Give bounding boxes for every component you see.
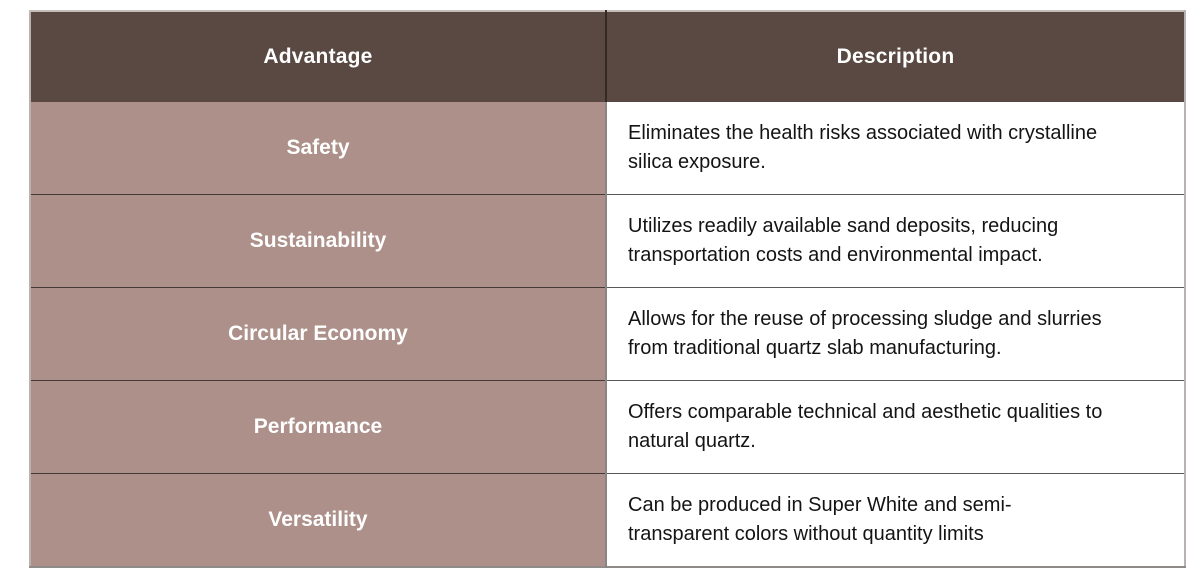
advantage-cell: Versatility bbox=[30, 473, 607, 567]
advantage-cell: Sustainability bbox=[30, 194, 607, 288]
description-cell: Allows for the reuse of processing sludg… bbox=[606, 287, 1185, 381]
table-row: Safety Eliminates the health risks assoc… bbox=[30, 102, 1185, 195]
advantages-table: Advantage Description Safety Eliminates … bbox=[29, 10, 1186, 568]
table-row: Performance Offers comparable technical … bbox=[30, 380, 1185, 474]
table-row: Sustainability Utilizes readily availabl… bbox=[30, 194, 1185, 288]
advantage-cell: Performance bbox=[30, 380, 607, 474]
column-header-description: Description bbox=[606, 11, 1185, 102]
advantage-cell: Circular Economy bbox=[30, 287, 607, 381]
table-row: Circular Economy Allows for the reuse of… bbox=[30, 287, 1185, 381]
table-row: Versatility Can be produced in Super Whi… bbox=[30, 473, 1185, 567]
header-row: Advantage Description bbox=[30, 11, 1185, 102]
description-cell: Offers comparable technical and aestheti… bbox=[606, 380, 1185, 474]
column-header-advantage: Advantage bbox=[30, 11, 607, 102]
description-cell: Can be produced in Super White and semi-… bbox=[606, 473, 1185, 567]
description-cell: Eliminates the health risks associated w… bbox=[606, 102, 1185, 195]
description-cell: Utilizes readily available sand deposits… bbox=[606, 194, 1185, 288]
advantage-cell: Safety bbox=[30, 102, 607, 195]
